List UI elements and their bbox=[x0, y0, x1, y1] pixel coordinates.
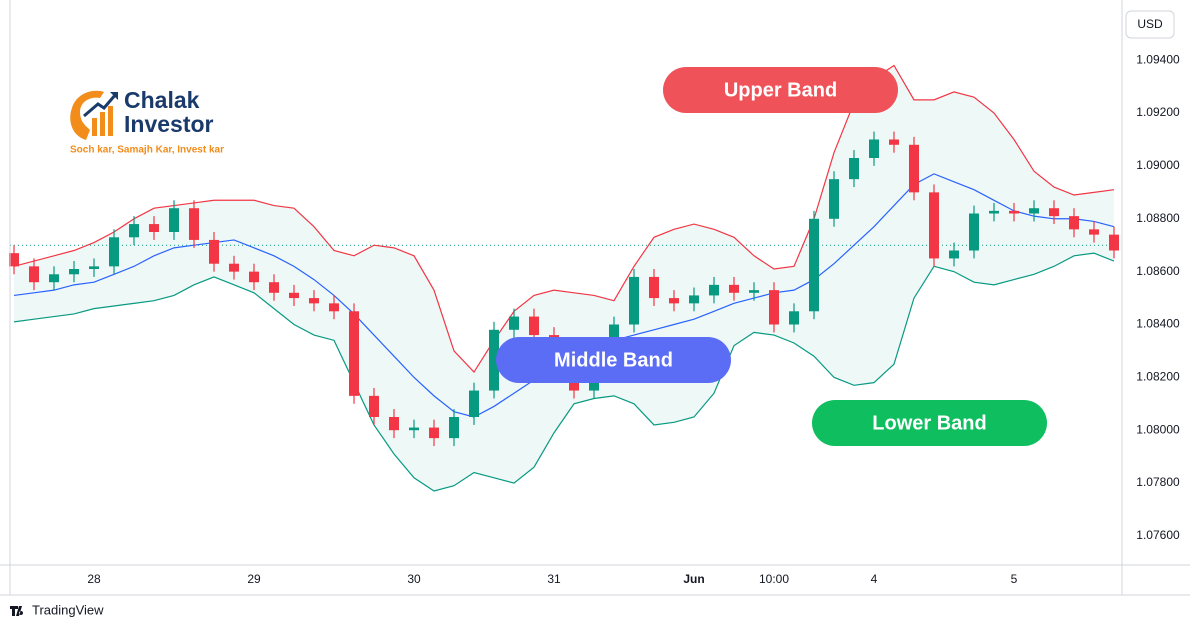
y-tick-label: 1.08000 bbox=[1136, 422, 1180, 436]
candle-body bbox=[189, 208, 199, 240]
candle-body bbox=[309, 298, 319, 304]
candle-body bbox=[269, 282, 279, 293]
y-tick-label: 1.08600 bbox=[1136, 264, 1180, 278]
candle-body bbox=[229, 263, 239, 272]
y-tick-label: 1.07800 bbox=[1136, 475, 1180, 489]
candle-body bbox=[329, 303, 339, 312]
candle-body bbox=[1049, 208, 1059, 217]
logo-bar bbox=[108, 106, 113, 136]
candle-body bbox=[1069, 216, 1079, 230]
candle-body bbox=[349, 311, 359, 396]
currency-box[interactable] bbox=[1125, 10, 1175, 39]
x-tick-label: 10:00 bbox=[759, 572, 789, 586]
footer-logo: TradingView bbox=[10, 602, 104, 617]
candle-body bbox=[1029, 208, 1039, 214]
logo-head bbox=[70, 90, 104, 140]
band-line bbox=[13, 64, 1115, 374]
candle-body bbox=[969, 213, 979, 251]
candle-body bbox=[649, 276, 659, 299]
logo-bar bbox=[100, 112, 105, 136]
candle-body bbox=[69, 269, 79, 275]
candle-body bbox=[1109, 234, 1119, 251]
x-tick-label: 5 bbox=[1011, 572, 1018, 586]
candle-body bbox=[409, 427, 419, 431]
y-tick-label: 1.09400 bbox=[1136, 52, 1180, 66]
band-label: Upper Band bbox=[724, 79, 837, 101]
candle-body bbox=[889, 139, 899, 145]
candle-body bbox=[709, 284, 719, 296]
candle-body bbox=[949, 250, 959, 259]
y-tick-label: 1.08800 bbox=[1136, 211, 1180, 225]
candle-body bbox=[49, 274, 59, 283]
x-tick-label: 4 bbox=[871, 572, 878, 586]
candle-body bbox=[429, 427, 439, 439]
y-tick-label: 1.08400 bbox=[1136, 317, 1180, 331]
x-tick-label: 29 bbox=[247, 572, 261, 586]
candle-body bbox=[829, 179, 839, 219]
candle-body bbox=[169, 208, 179, 232]
candle-body bbox=[729, 284, 739, 293]
y-tick-label: 1.09200 bbox=[1136, 105, 1180, 119]
candle-body bbox=[869, 139, 879, 158]
band-label-pill bbox=[663, 67, 898, 113]
band-label-pill bbox=[496, 337, 731, 383]
x-tick-label: 28 bbox=[87, 572, 101, 586]
footer-text: TradingView bbox=[32, 602, 104, 617]
candle-body bbox=[929, 192, 939, 259]
candle-body bbox=[369, 395, 379, 417]
candle-body bbox=[489, 329, 499, 391]
candle-body bbox=[129, 224, 139, 238]
band-label: Middle Band bbox=[554, 349, 673, 371]
logo-bar bbox=[92, 118, 97, 136]
candle-body bbox=[29, 266, 39, 283]
candle-body bbox=[529, 316, 539, 336]
band-label: Lower Band bbox=[872, 412, 986, 434]
candle-body bbox=[209, 239, 219, 264]
candle-body bbox=[89, 266, 99, 269]
x-tick-label: 30 bbox=[407, 572, 421, 586]
candle-body bbox=[389, 417, 399, 431]
logo-tagline: Soch kar, Samajh Kar, Invest kar bbox=[70, 145, 224, 156]
x-tick-label: Jun bbox=[683, 572, 704, 586]
candle-body bbox=[909, 144, 919, 193]
candle-body bbox=[109, 237, 119, 267]
y-tick-label: 1.08200 bbox=[1136, 370, 1180, 384]
candle-body bbox=[469, 390, 479, 417]
candle-body bbox=[689, 295, 699, 304]
tv-icon bbox=[10, 606, 24, 616]
logo-line2: Investor bbox=[124, 111, 214, 137]
logo-line1: Chalak bbox=[124, 87, 200, 113]
candle-body bbox=[769, 290, 779, 325]
x-tick-label: 31 bbox=[547, 572, 561, 586]
candle-body bbox=[449, 417, 459, 439]
candle-body bbox=[789, 311, 799, 325]
candle-body bbox=[1009, 210, 1019, 214]
band-fill bbox=[14, 65, 1114, 491]
candle-body bbox=[849, 158, 859, 180]
y-tick-label: 1.09000 bbox=[1136, 158, 1180, 172]
candle-body bbox=[989, 210, 999, 214]
band-line bbox=[13, 252, 1115, 492]
candle-body bbox=[809, 218, 819, 312]
candle-body bbox=[9, 253, 19, 267]
candle-body bbox=[669, 298, 679, 304]
candle-body bbox=[749, 290, 759, 293]
candle-body bbox=[509, 316, 519, 330]
currency: USD bbox=[1137, 17, 1163, 31]
candle-body bbox=[289, 292, 299, 299]
candle-body bbox=[149, 224, 159, 232]
band-label-pill bbox=[812, 400, 1047, 446]
candle-body bbox=[1089, 229, 1099, 235]
logo-arrow bbox=[83, 93, 118, 118]
logo-arrow-head bbox=[110, 92, 118, 100]
logo: Chalak Investor Soch kar, Samajh Kar, In… bbox=[70, 87, 224, 156]
candle-body bbox=[249, 271, 259, 283]
y-tick-label: 1.07600 bbox=[1136, 528, 1180, 542]
candle-body bbox=[629, 276, 639, 325]
